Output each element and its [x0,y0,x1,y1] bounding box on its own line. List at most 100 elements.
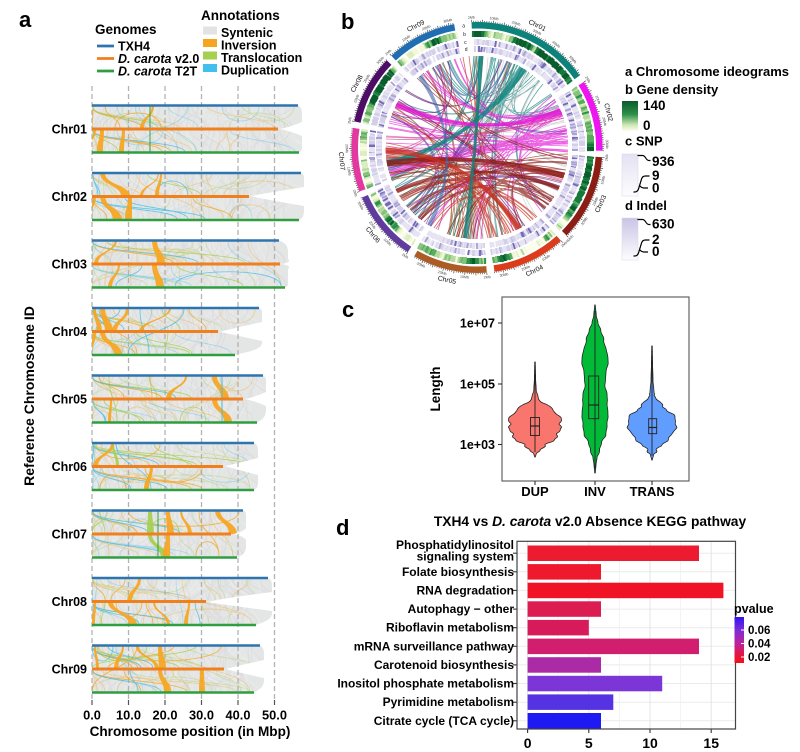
svg-text:0: 0 [652,181,660,196]
svg-text:TXH4: TXH4 [118,40,150,54]
svg-text:2Mb: 2Mb [347,117,352,125]
svg-text:40Mb: 40Mb [551,40,561,49]
svg-text:Syntenic: Syntenic [221,26,273,40]
svg-text:b: b [341,9,354,34]
svg-text:D. carota T2T: D. carota T2T [118,65,198,79]
svg-text:Chr05: Chr05 [52,393,87,407]
svg-text:20.0: 20.0 [153,708,178,723]
svg-text:1e+05: 1e+05 [460,378,495,392]
svg-text:c: c [464,40,467,46]
svg-text:10Mb: 10Mb [489,16,498,21]
svg-text:2Mb: 2Mb [468,16,475,20]
svg-text:Chr03: Chr03 [52,258,87,272]
svg-text:0.06: 0.06 [748,625,770,637]
svg-text:Length: Length [428,367,443,412]
svg-text:10: 10 [642,735,658,751]
svg-text:Chr06: Chr06 [364,226,381,245]
svg-text:Chr02: Chr02 [602,103,614,123]
svg-text:20Mb: 20Mb [368,220,377,230]
svg-text:30Mb: 30Mb [580,216,588,226]
svg-text:a Chromosome ideograms: a Chromosome ideograms [625,64,789,79]
svg-text:Inositol phosphate metabolism: Inositol phosphate metabolism [337,677,514,691]
svg-text:Chr08: Chr08 [350,74,365,94]
svg-text:D. carota v2.0: D. carota v2.0 [118,52,199,66]
svg-text:Chromosome position (in Mbp): Chromosome position (in Mbp) [90,724,291,739]
svg-text:0.04: 0.04 [748,639,771,651]
svg-text:20Mb: 20Mb [345,144,349,153]
svg-text:9: 9 [652,168,660,183]
svg-text:a: a [462,23,465,29]
svg-text:0: 0 [643,118,651,133]
svg-text:Reference Chromosome ID: Reference Chromosome ID [21,306,37,486]
svg-text:d: d [336,515,349,540]
svg-text:50.0: 50.0 [262,708,287,723]
svg-text:b Gene density: b Gene density [625,82,719,97]
svg-text:1e+07: 1e+07 [460,317,495,331]
svg-text:10Mb: 10Mb [600,175,606,185]
svg-text:Riboflavin metabolism: Riboflavin metabolism [386,621,514,635]
svg-text:0.0: 0.0 [83,708,101,723]
svg-text:30Mb: 30Mb [357,201,365,211]
svg-text:Chr09: Chr09 [406,19,426,34]
svg-text:signaling system: signaling system [417,550,514,564]
svg-text:Chr07: Chr07 [337,152,346,171]
svg-text:Chr01: Chr01 [52,123,87,137]
svg-text:b: b [463,32,466,38]
svg-text:Chr04: Chr04 [52,325,87,339]
svg-text:2Mb: 2Mb [605,154,610,161]
svg-text:0: 0 [652,244,660,259]
svg-text:20Mb: 20Mb [363,74,371,84]
svg-text:2Mb: 2Mb [584,76,591,84]
svg-text:30Mb: 30Mb [499,272,509,278]
svg-text:30Mb: 30Mb [443,18,453,24]
svg-text:0.02: 0.02 [748,652,770,664]
svg-text:pvalue: pvalue [734,602,774,616]
svg-text:10Mb: 10Mb [401,34,411,42]
svg-text:30Mb: 30Mb [532,28,542,36]
svg-text:DUP: DUP [521,484,549,499]
svg-text:20Mb: 20Mb [592,197,599,207]
svg-text:10.0: 10.0 [116,708,141,723]
svg-text:10Mb: 10Mb [460,275,469,280]
svg-text:2Mb: 2Mb [401,253,409,260]
svg-text:936: 936 [652,154,675,169]
svg-text:40.0: 40.0 [226,708,251,723]
svg-text:Chr06: Chr06 [52,460,87,474]
svg-text:Translocation: Translocation [221,51,302,65]
svg-text:Chr08: Chr08 [52,595,87,609]
svg-text:Chr09: Chr09 [52,663,87,677]
svg-text:10Mb: 10Mb [383,237,392,246]
svg-text:0: 0 [524,735,532,751]
svg-text:30Mb: 30Mb [416,261,426,268]
svg-text:Chr07: Chr07 [52,528,87,542]
svg-text:30Mb: 30Mb [605,140,609,149]
svg-text:Duplication: Duplication [221,64,289,78]
svg-text:2Mb: 2Mb [484,275,491,280]
svg-text:a: a [19,7,32,32]
svg-text:d: d [465,47,468,53]
svg-text:10Mb: 10Mb [353,94,360,104]
svg-text:5: 5 [585,735,593,751]
svg-text:50Mb: 50Mb [568,55,577,64]
svg-text:30Mb: 30Mb [376,56,385,65]
svg-text:10Mb: 10Mb [541,254,551,262]
svg-text:20Mb: 20Mb [521,265,531,272]
svg-text:Inversion: Inversion [221,39,277,53]
svg-text:2Mb: 2Mb [352,189,358,197]
svg-text:TRANS: TRANS [630,484,675,499]
svg-text:20Mb: 20Mb [437,270,447,276]
svg-text:140: 140 [643,98,666,113]
svg-text:20Mb: 20Mb [511,20,521,27]
svg-text:Folate biosynthesis: Folate biosynthesis [402,565,514,579]
svg-text:20Mb: 20Mb [421,24,431,31]
svg-text:RNA degradation: RNA degradation [416,583,514,597]
svg-text:Pyrimidine metabolism: Pyrimidine metabolism [383,695,514,709]
svg-text:Citrate cycle (TCA cycle): Citrate cycle (TCA cycle) [374,714,514,728]
svg-text:Autophagy − other: Autophagy − other [408,602,515,616]
svg-text:INV: INV [584,484,606,499]
svg-text:Chr02: Chr02 [52,190,87,204]
svg-text:Chr05: Chr05 [437,275,457,286]
svg-text:1e+03: 1e+03 [460,438,495,452]
svg-text:40Mb: 40Mb [565,234,574,243]
svg-text:d Indel: d Indel [625,198,667,213]
